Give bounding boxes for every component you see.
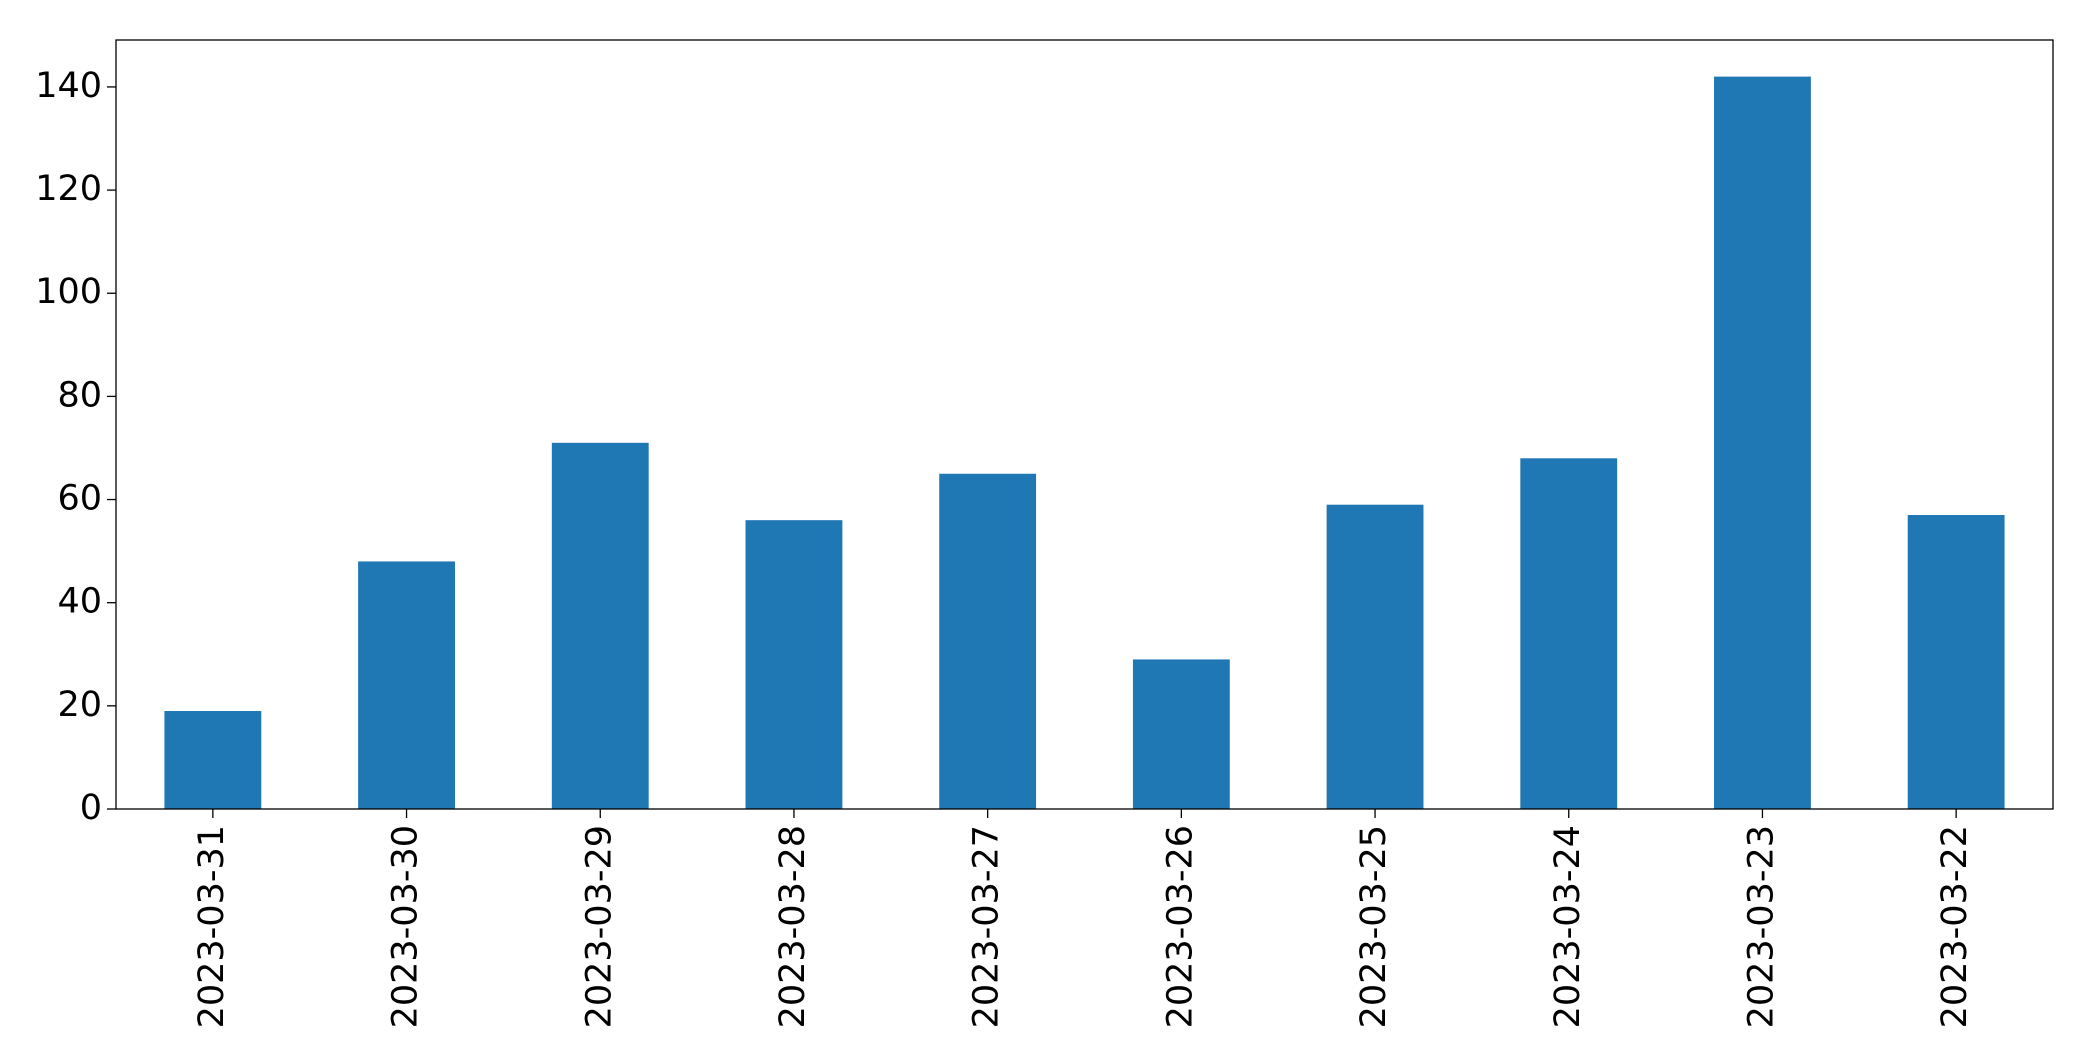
bar [1520,458,1618,809]
x-tick-label: 2023-03-31 [192,825,232,1028]
x-tick-label: 2023-03-25 [1354,825,1394,1028]
x-tick-label: 2023-03-22 [1935,825,1975,1028]
x-tick-label: 2023-03-28 [773,825,813,1028]
plot-frame [115,39,2054,810]
y-tick-label: 40 [57,582,102,622]
bar [358,561,455,809]
bar [551,442,649,809]
x-tick-label: 2023-03-24 [1548,825,1588,1028]
bar [164,711,262,809]
y-tick-label: 60 [57,479,102,519]
bar [939,473,1037,809]
x-tick-label: 2023-03-23 [1741,825,1781,1028]
y-tick-label: 140 [35,66,102,106]
bar [1714,76,1811,810]
bar [1132,659,1230,809]
y-tick-label: 0 [80,788,102,828]
y-tick-label: 20 [57,685,102,725]
x-tick-label: 2023-03-27 [967,825,1007,1028]
y-tick-label: 100 [35,272,102,312]
y-tick-label: 120 [35,169,102,209]
x-tick-label: 2023-03-26 [1160,825,1200,1028]
y-tick-label: 80 [57,375,102,415]
bar [1326,504,1424,809]
bar [745,520,843,809]
x-tick-label: 2023-03-30 [386,825,426,1028]
bar [1907,515,2005,809]
x-tick-label: 2023-03-29 [579,825,619,1028]
